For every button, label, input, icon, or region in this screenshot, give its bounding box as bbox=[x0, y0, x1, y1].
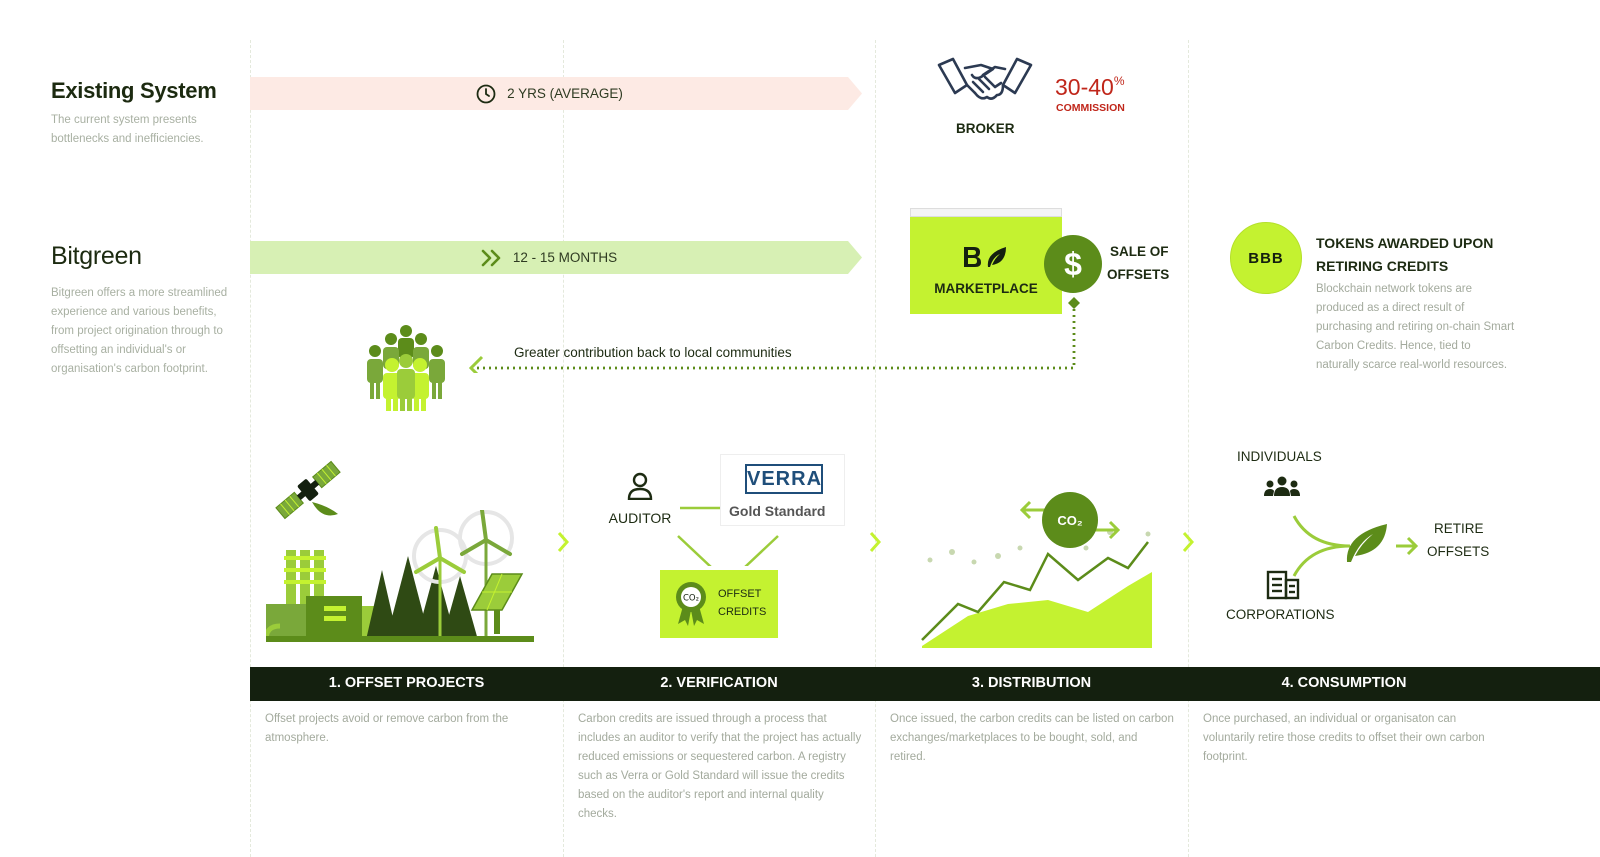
stage-title-distribution: 3. DISTRIBUTION bbox=[971, 675, 1092, 691]
leaf-icon bbox=[1343, 522, 1389, 569]
column-guide bbox=[875, 40, 876, 857]
clock-icon bbox=[475, 83, 497, 105]
retire-label: RETIRE bbox=[1434, 521, 1484, 536]
stage-description-distribution: Once issued, the carbon credits can be l… bbox=[890, 713, 1174, 763]
co2-bubble-icon: CO₂ bbox=[1042, 492, 1098, 548]
co2-label: CO₂ bbox=[1057, 512, 1083, 528]
column-guide bbox=[563, 40, 564, 857]
handshake-icon bbox=[937, 55, 1033, 116]
tokens-title-line-2: RETIRING CREDITS bbox=[1316, 258, 1449, 274]
tokens-description: Blockchain network tokens are produced a… bbox=[1316, 283, 1515, 371]
offsets-label: OFFSETS bbox=[1107, 267, 1170, 282]
gold-standard-logo: Gold Standard bbox=[729, 503, 826, 519]
broker-label: BROKER bbox=[956, 121, 1015, 136]
stage-title-verification: 2. VERIFICATION bbox=[660, 675, 778, 691]
area-chart-icon bbox=[908, 488, 1158, 658]
bitgreen-timeline-band: 12 - 15 MONTHS bbox=[250, 241, 848, 274]
bitgreen-band-arrow-tip bbox=[848, 241, 862, 274]
existing-timeline-label: 2 YRS (AVERAGE) bbox=[507, 86, 623, 101]
arrow-right-icon bbox=[1182, 532, 1195, 552]
community-return-arrow bbox=[468, 297, 1080, 373]
people-icon bbox=[1262, 476, 1302, 503]
registry-card: VERRA Gold Standard bbox=[720, 454, 845, 526]
stage-title-offset-projects: 1. OFFSET PROJECTS bbox=[328, 675, 485, 691]
existing-band-arrow-tip bbox=[848, 77, 862, 110]
marketplace-panel: MARKETPLACE bbox=[910, 217, 1062, 314]
dollar-icon: $ bbox=[1044, 235, 1102, 293]
commission-number: 30-40 bbox=[1055, 74, 1114, 100]
token-badge-label: BBB bbox=[1248, 249, 1284, 267]
satellite-icon bbox=[268, 450, 348, 535]
offsets-retire-label: OFFSETS bbox=[1427, 544, 1490, 559]
svg-text:CO₂: CO₂ bbox=[683, 594, 699, 604]
commission-unit: % bbox=[1113, 74, 1125, 88]
marketplace-window: MARKETPLACE bbox=[910, 208, 1062, 314]
stage-description-verification: Carbon credits are issued through a proc… bbox=[578, 713, 862, 820]
building-icon bbox=[1266, 570, 1300, 605]
stages-bar bbox=[250, 667, 1600, 701]
sale-of-label: SALE OF bbox=[1110, 244, 1169, 259]
corporations-label: CORPORATIONS bbox=[1226, 607, 1335, 622]
community-contribution-label: Greater contribution back to local commu… bbox=[514, 345, 792, 360]
auditor-label: AUDITOR bbox=[608, 510, 672, 526]
token-badge-icon: BBB bbox=[1230, 222, 1302, 294]
factory-icon bbox=[263, 550, 390, 641]
user-icon bbox=[627, 472, 653, 505]
auditor-card: AUDITOR bbox=[598, 460, 682, 538]
stage-description-offset-projects: Offset projects avoid or remove carbon f… bbox=[265, 713, 509, 744]
commission-label: COMMISSION bbox=[1056, 102, 1125, 114]
offset-credits-label-1: OFFSET bbox=[718, 588, 762, 600]
bitgreen-description: Bitgreen offers a more streamlined exper… bbox=[51, 287, 228, 375]
chevron-double-right-icon bbox=[481, 249, 503, 267]
tokens-title-line-1: TOKENS AWARDED UPON bbox=[1316, 235, 1494, 251]
verification-connectors bbox=[677, 506, 779, 566]
commission-value: 30-40% bbox=[1055, 74, 1125, 101]
offset-credits-box: CO₂ OFFSET CREDITS bbox=[660, 570, 778, 638]
bitgreen-logo-icon bbox=[962, 245, 1010, 274]
offset-project-landscape bbox=[263, 508, 546, 655]
browser-bar bbox=[910, 208, 1062, 217]
individuals-label: INDIVIDUALS bbox=[1237, 449, 1322, 464]
community-icon bbox=[365, 325, 447, 416]
arrow-right-icon bbox=[869, 532, 882, 552]
verra-logo: VERRA bbox=[745, 464, 823, 494]
ribbon-badge-icon: CO₂ bbox=[674, 580, 708, 631]
arrow-right-icon bbox=[557, 532, 570, 552]
existing-system-title: Existing System bbox=[51, 78, 217, 103]
existing-system-description: The current system presents bottlenecks … bbox=[51, 114, 204, 145]
bitgreen-timeline-label: 12 - 15 MONTHS bbox=[512, 250, 618, 265]
forest-icon bbox=[366, 556, 478, 640]
stage-description-consumption: Once purchased, an individual or organis… bbox=[1203, 713, 1485, 763]
offset-credits-label-2: CREDITS bbox=[718, 606, 767, 618]
bitgreen-title: Bitgreen bbox=[51, 242, 142, 270]
column-guide bbox=[250, 40, 251, 857]
wind-turbine-icon bbox=[412, 508, 514, 640]
marketplace-label: MARKETPLACE bbox=[934, 281, 1038, 296]
retire-flow-lines bbox=[1292, 515, 1419, 577]
stage-title-consumption: 4. CONSUMPTION bbox=[1281, 675, 1407, 691]
column-guide bbox=[1188, 40, 1189, 857]
existing-timeline-band: 2 YRS (AVERAGE) bbox=[250, 77, 848, 110]
solar-panel-icon bbox=[470, 573, 524, 634]
